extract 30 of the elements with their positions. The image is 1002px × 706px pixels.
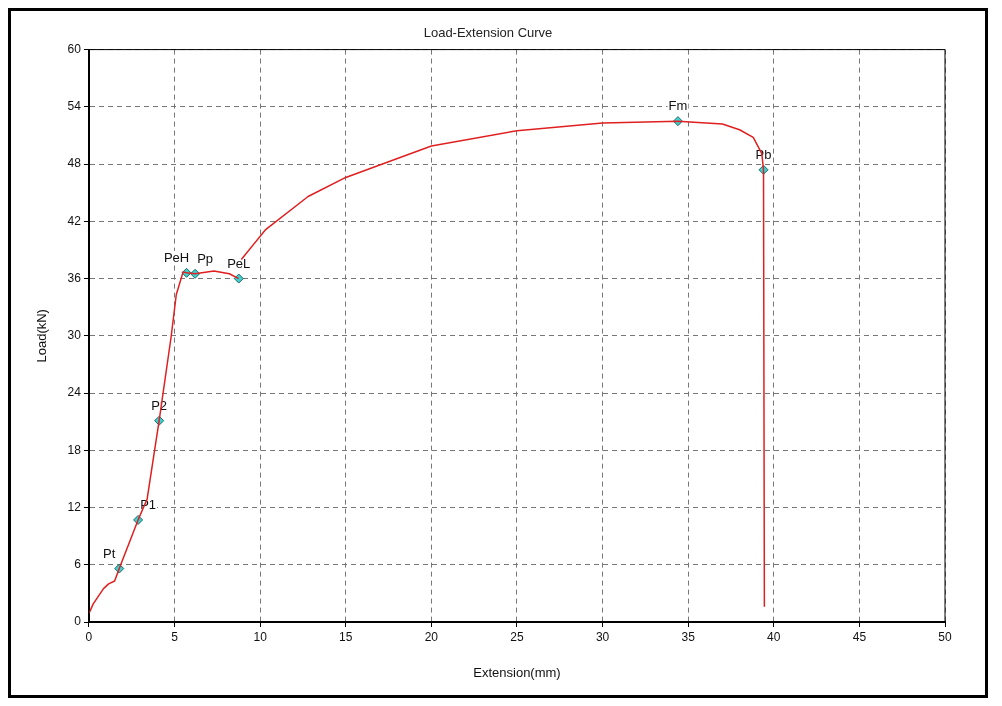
x-tick-label: 0 [85, 629, 93, 644]
x-tick-label: 50 [938, 629, 952, 644]
x-tick-label: 15 [339, 629, 353, 644]
y-tick-label: 12 [67, 499, 82, 514]
y-tick-label: 0 [74, 614, 82, 629]
annotation: Fm [668, 98, 688, 114]
y-tick-label: 24 [67, 385, 82, 400]
annotation: PeH [163, 249, 190, 265]
y-tick-label: 60 [67, 41, 82, 56]
x-tick-label: 10 [253, 629, 268, 644]
chart-title: Load-Extension Curve [423, 25, 553, 41]
x-tick-label: 25 [510, 629, 524, 644]
y-tick-label: 30 [67, 328, 82, 343]
y-tick-label: 42 [67, 213, 82, 228]
x-tick-label: 35 [681, 629, 696, 644]
x-tick-label: 20 [424, 629, 439, 644]
y-tick-label: 54 [67, 99, 82, 114]
y-tick-label: 18 [67, 442, 82, 457]
annotation: Pt [103, 545, 116, 561]
x-tick-label: 40 [767, 629, 781, 644]
annotation: PeL [227, 255, 251, 271]
x-tick-label: 5 [171, 629, 179, 644]
x-tick-label: 45 [852, 629, 867, 644]
x-axis-title: Extension(mm) [473, 664, 561, 680]
annotation: Pp [197, 250, 214, 266]
y-axis-title: Load(kN) [34, 309, 50, 363]
x-tick-label: 30 [595, 629, 610, 644]
y-tick-label: 48 [67, 156, 82, 171]
y-tick-label: 36 [67, 270, 82, 285]
y-tick-label: 6 [74, 557, 82, 572]
